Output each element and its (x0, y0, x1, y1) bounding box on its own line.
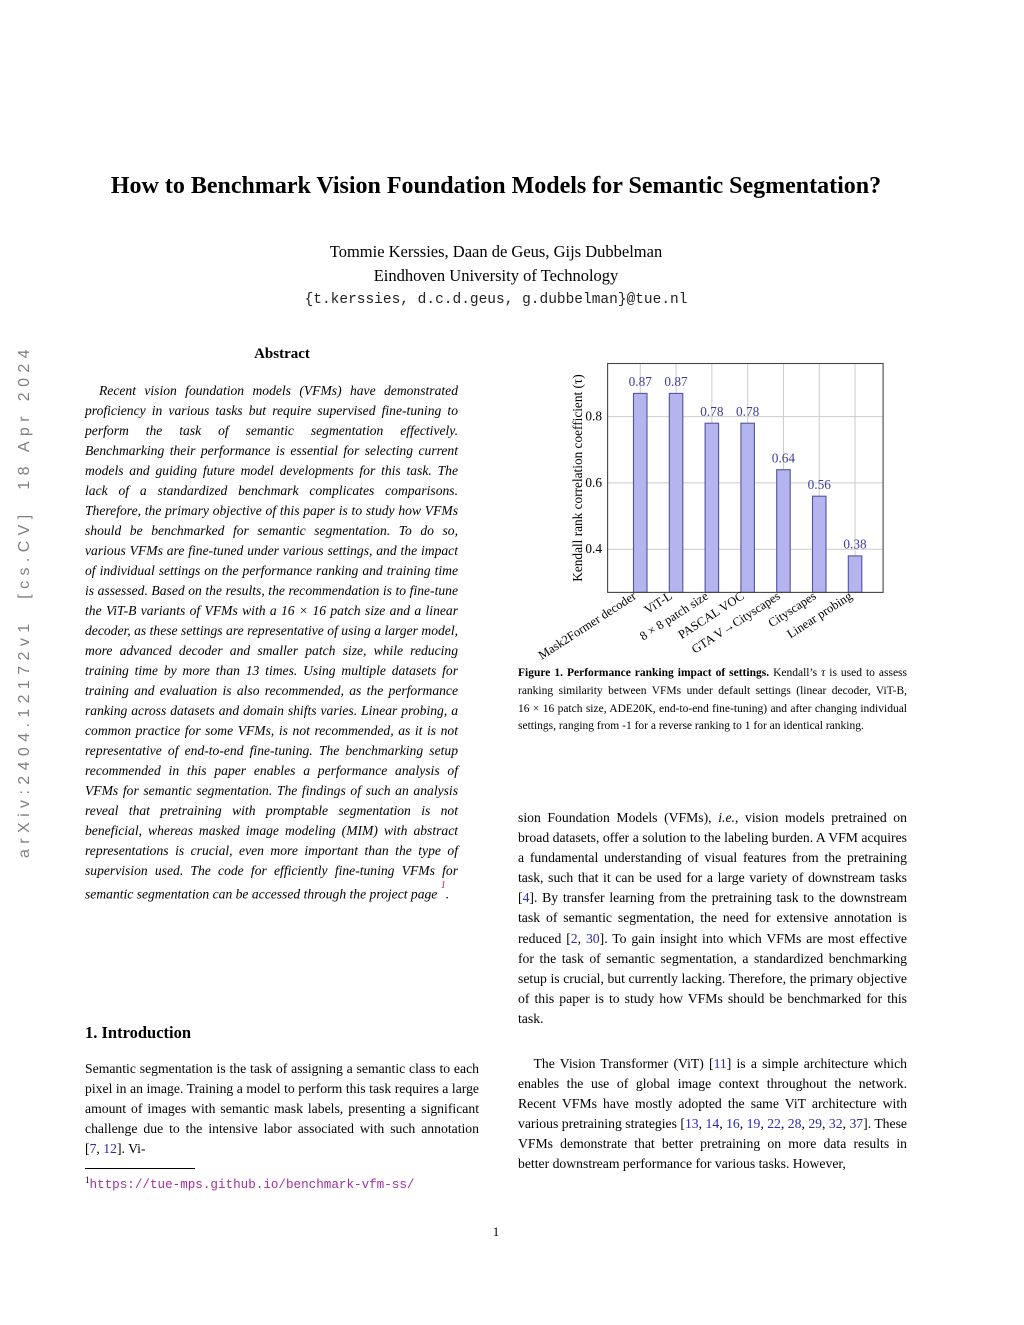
svg-text:0.4: 0.4 (585, 541, 602, 556)
svg-text:0.56: 0.56 (808, 477, 832, 492)
svg-text:Mask2Former decoder: Mask2Former decoder (536, 588, 640, 662)
svg-text:0.38: 0.38 (843, 537, 867, 552)
svg-text:0.87: 0.87 (629, 374, 653, 389)
svg-text:0.87: 0.87 (664, 374, 688, 389)
svg-text:0.64: 0.64 (772, 450, 796, 465)
svg-text:0.6: 0.6 (585, 475, 602, 490)
svg-text:0.78: 0.78 (736, 404, 760, 419)
svg-text:0.78: 0.78 (700, 404, 724, 419)
svg-text:Kendall rank correlation coeff: Kendall rank correlation coefficient (τ) (570, 374, 585, 581)
svg-text:0.8: 0.8 (585, 409, 602, 424)
